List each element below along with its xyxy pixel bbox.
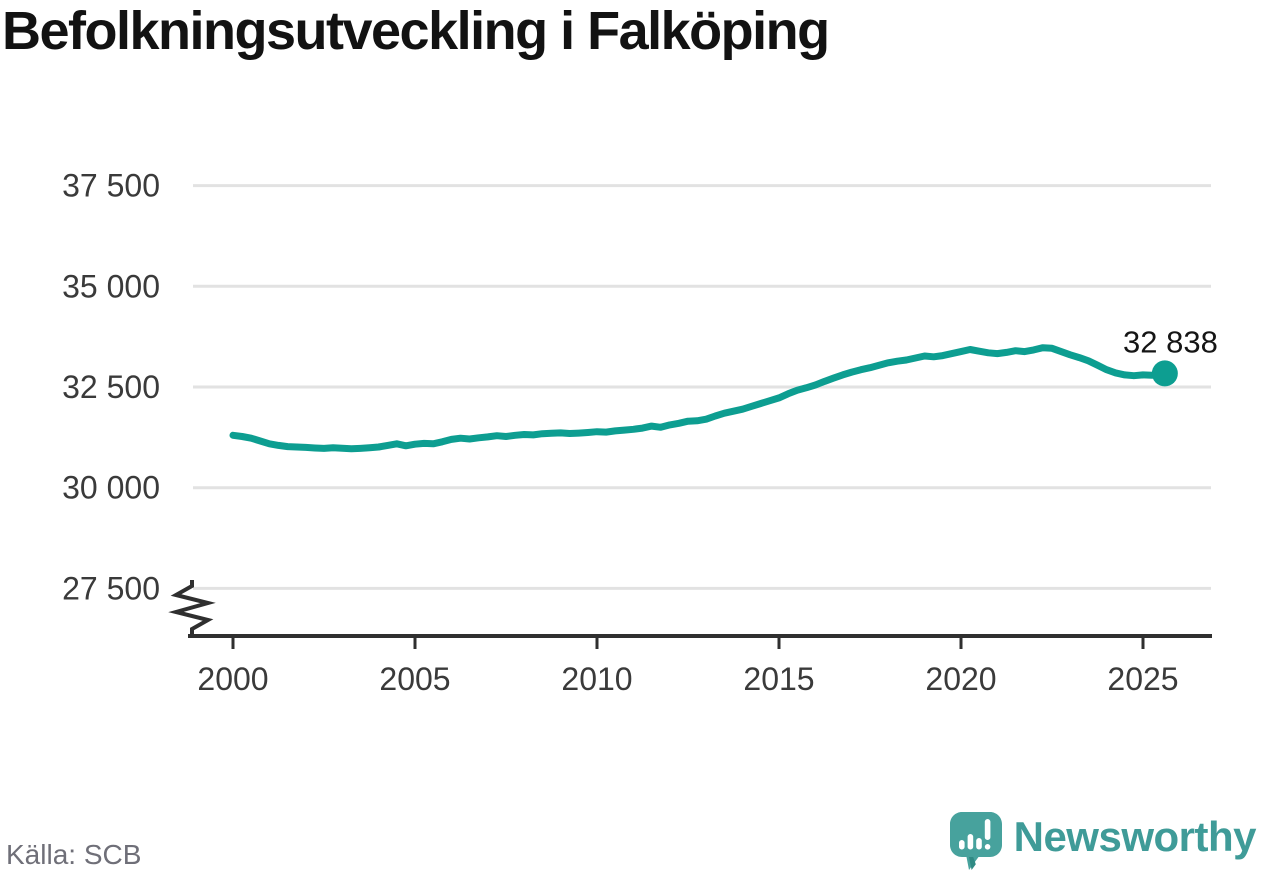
y-axis-tick-label: 35 000 — [62, 268, 160, 304]
y-axis-tick-label: 30 000 — [62, 470, 160, 506]
logo-bar-1 — [958, 840, 965, 850]
population-line-chart: 37 500 35 000 32 500 30 000 27 500 2000 2005 20… — [62, 168, 1218, 697]
brand-wordmark: Newsworthy — [1013, 813, 1257, 860]
x-axis-tick-label: 2025 — [1107, 661, 1178, 697]
newsworthy-logo: Newsworthy — [949, 811, 1257, 871]
y-axis-tick-label: 32 500 — [62, 369, 160, 405]
latest-value-label: 32 838 — [1123, 324, 1218, 359]
x-axis-tick-label: 2020 — [925, 661, 996, 697]
x-axis-tick-label: 2010 — [561, 661, 632, 697]
y-axis-break-icon — [168, 580, 216, 636]
x-axis-tick-label: 2015 — [743, 661, 814, 697]
y-axis-tick-label: 27 500 — [62, 570, 160, 606]
y-axis-tick-label: 37 500 — [62, 168, 160, 204]
logo-exclamation-dot — [984, 844, 991, 850]
population-series-line — [229, 344, 1169, 453]
newsworthy-logo-icon — [949, 812, 1002, 870]
logo-bar-2 — [967, 834, 973, 850]
chart-title: Befolkningsutveckling i Falköping — [2, 1, 830, 61]
logo-exclamation-bar — [984, 819, 991, 840]
x-axis-tick-label: 2005 — [379, 661, 450, 697]
logo-bar-3 — [975, 838, 982, 850]
x-axis-tick-label: 2000 — [197, 661, 268, 697]
speech-bubble-shape — [949, 812, 1002, 870]
latest-value-dot — [1151, 360, 1178, 387]
speech-bubble-shade — [968, 857, 976, 870]
source-note: Källa: SCB — [6, 839, 142, 870]
